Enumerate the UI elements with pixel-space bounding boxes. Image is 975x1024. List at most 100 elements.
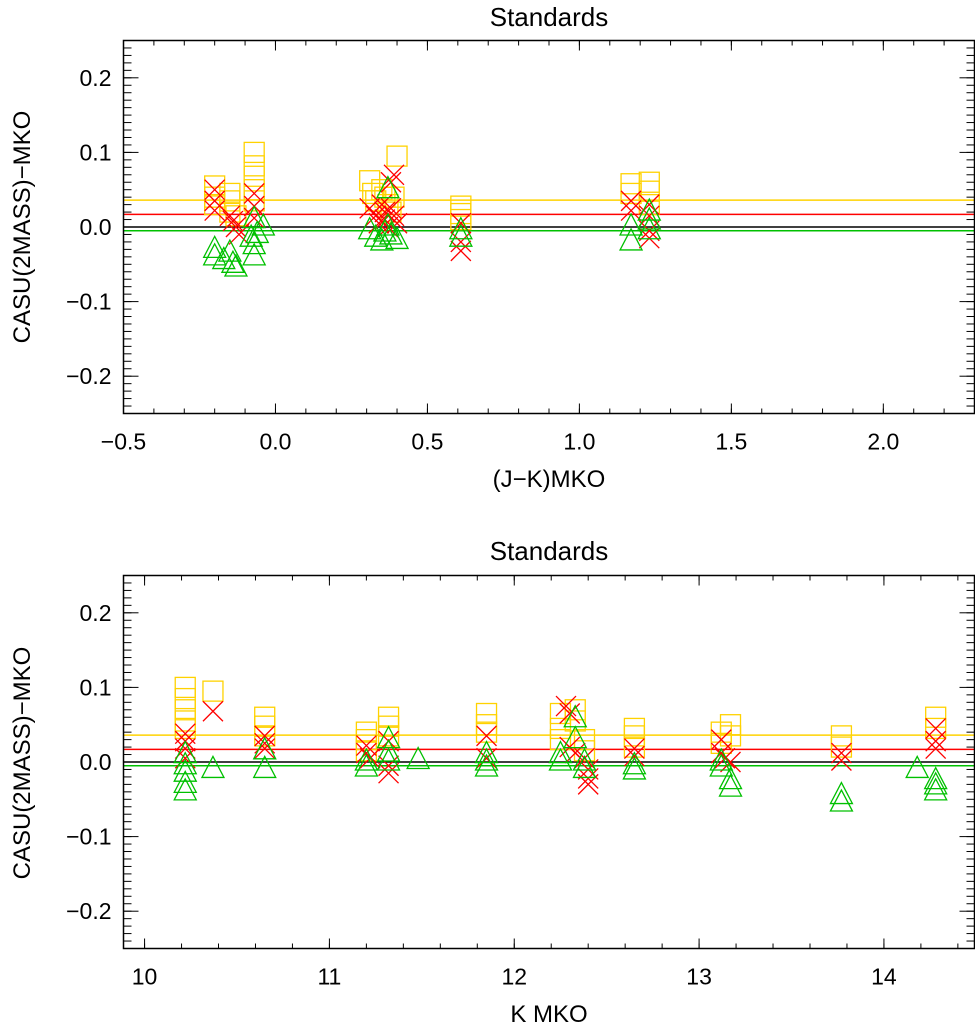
x-axis-label: K MKO [510, 1001, 587, 1024]
x-tick-label: 12 [501, 964, 527, 990]
point-k-10 [376, 725, 401, 749]
point-j-11 [243, 190, 265, 212]
y-tick-label: −0.2 [66, 363, 111, 389]
point-k-26 [637, 216, 662, 240]
point-k-19 [375, 175, 400, 199]
point-k-18 [384, 226, 410, 250]
point-k-9 [354, 753, 379, 777]
point-h-29 [720, 751, 741, 773]
point-k-33 [923, 771, 948, 795]
point-k-17 [378, 221, 404, 245]
point-j-31 [719, 725, 742, 747]
point-k-4 [173, 777, 198, 801]
plot-area [122, 39, 975, 415]
x-tick-label: 0.5 [411, 429, 443, 455]
point-j-6 [254, 706, 276, 728]
x-axis-label: (J−K)MKO [493, 466, 606, 493]
point-k-29 [829, 781, 854, 805]
point-k-17 [548, 740, 573, 764]
point-k-21 [448, 223, 473, 247]
y-axis-label: CASU(2MASS)−MKO [9, 111, 36, 344]
point-h-19 [383, 164, 405, 186]
point-k-6 [239, 223, 264, 247]
point-j-20 [549, 728, 572, 751]
point-j-32 [830, 725, 853, 747]
point-k-26 [709, 753, 734, 777]
y-tick-label: 0.2 [80, 600, 112, 626]
point-h-23 [450, 231, 472, 253]
point-k-8 [354, 747, 379, 771]
point-k-0 [202, 234, 227, 259]
point-k-12 [376, 747, 401, 771]
y-tick-label: 0.2 [80, 65, 112, 91]
point-k-10 [251, 212, 276, 236]
point-k-16 [375, 212, 400, 236]
point-h-25 [620, 190, 642, 212]
point-j-9 [243, 165, 265, 187]
point-j-6 [225, 205, 247, 227]
y-tick-label: −0.1 [66, 289, 111, 315]
panel-jk: Standards −0.5 0.0 0.5 1.0 1.5 2.0 −0.2 −0.1 0.… [9, 2, 975, 493]
point-j-5 [219, 201, 241, 223]
point-k-18 [548, 747, 573, 771]
point-h-22 [577, 767, 599, 789]
point-j-16 [475, 714, 498, 736]
point-j-33 [830, 736, 853, 758]
point-k-28 [718, 773, 743, 797]
point-h-30 [830, 742, 852, 764]
point-h-25 [623, 745, 645, 767]
point-h-15 [476, 747, 497, 769]
point-h-9 [243, 207, 265, 229]
point-h-29 [638, 220, 660, 242]
point-j-3 [174, 710, 196, 732]
point-k-22 [572, 755, 597, 779]
point-k-5 [223, 253, 249, 277]
point-k-32 [923, 766, 948, 790]
point-k-11 [376, 738, 401, 762]
point-j-21 [450, 195, 472, 217]
point-j-35 [925, 717, 947, 740]
point-j-4 [174, 717, 196, 740]
point-k-11 [242, 205, 267, 229]
point-j-26 [638, 171, 660, 193]
point-k-34 [923, 777, 948, 801]
point-j-22 [564, 710, 586, 732]
point-k-23 [618, 212, 644, 236]
point-k-7 [252, 755, 277, 779]
point-j-21 [564, 699, 586, 721]
point-h-28 [638, 205, 660, 227]
point-k-20 [563, 725, 588, 749]
point-k-23 [622, 751, 647, 775]
point-j-13 [362, 182, 384, 205]
x-tick-label: 10 [132, 964, 158, 990]
point-k-14 [474, 740, 499, 764]
point-h-5 [225, 216, 247, 238]
point-j-1 [174, 687, 196, 710]
point-k-4 [220, 249, 245, 273]
point-j-2 [174, 699, 196, 721]
point-j-10 [243, 179, 265, 201]
point-k-9 [245, 220, 270, 244]
point-k-21 [572, 747, 597, 771]
point-h-26 [620, 200, 642, 222]
point-k-27 [718, 766, 743, 790]
y-tick-label: −0.2 [66, 898, 111, 924]
point-k-2 [173, 758, 198, 782]
x-tick-label: −0.5 [101, 429, 146, 455]
y-tick-label: 0.1 [80, 139, 112, 165]
x-tick-label: 11 [317, 964, 341, 990]
panel-k: Standards 10 11 12 13 14 −0.2 −0.1 0.0 0.1 0.2 K… [9, 536, 975, 1024]
point-h-20 [383, 205, 405, 227]
chart-title: Standards [490, 2, 609, 32]
x-tick-label: 14 [871, 964, 897, 990]
point-j-20 [386, 145, 408, 167]
point-h-10 [359, 747, 381, 769]
point-h-0 [204, 179, 226, 201]
point-j-5 [202, 680, 224, 702]
point-k-25 [637, 206, 662, 230]
x-tick-label: 1.5 [715, 429, 747, 455]
point-j-30 [719, 714, 742, 736]
point-k-20 [448, 216, 473, 240]
point-h-17 [559, 703, 581, 724]
